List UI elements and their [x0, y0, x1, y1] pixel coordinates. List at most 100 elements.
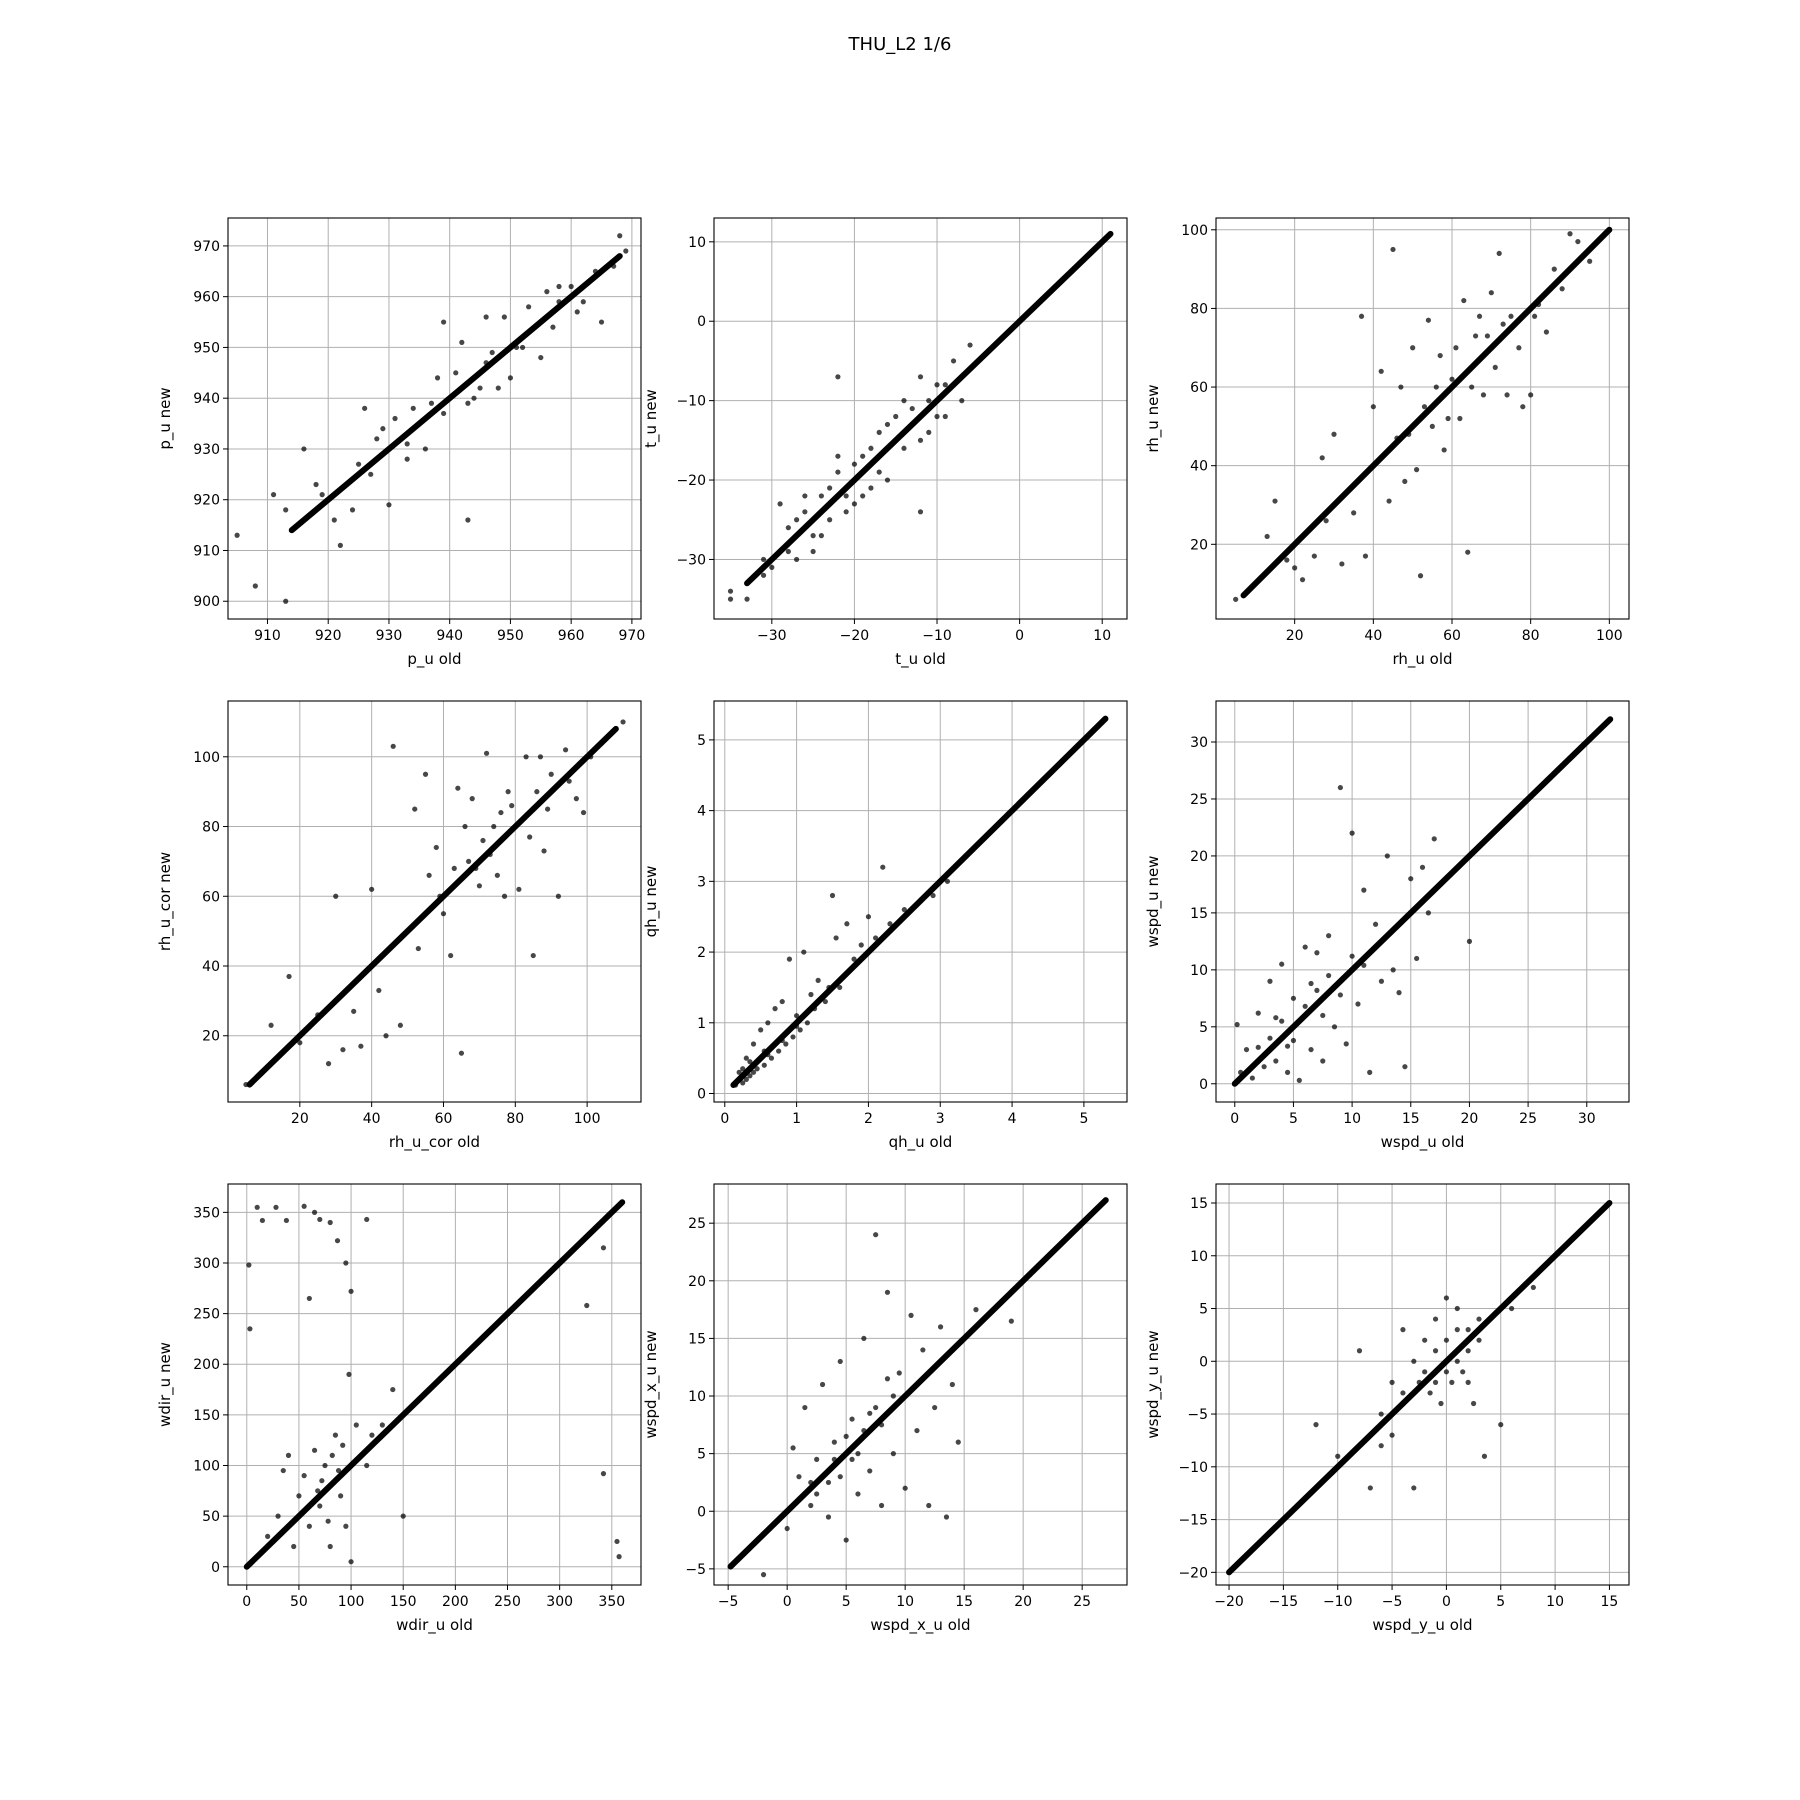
y-tick-label: 5: [1199, 1302, 1208, 1318]
scatter-point: [556, 299, 562, 305]
scatter-point: [851, 501, 858, 507]
scatter-point: [1296, 1077, 1302, 1083]
scatter-point: [1378, 978, 1385, 984]
scatter-point: [538, 319, 544, 325]
scatter-point: [796, 1474, 802, 1480]
scatter-point: [317, 1503, 323, 1509]
scatter-point: [325, 1518, 331, 1524]
scatter-point: [283, 1217, 290, 1224]
scatter-point: [1335, 1453, 1341, 1459]
scatter-point: [376, 987, 382, 994]
scatter-point: [1234, 1021, 1240, 1028]
y-tick-label: 10: [688, 235, 706, 251]
y-tick-label: 100: [1181, 223, 1208, 239]
x-tick-label: 25: [1073, 1594, 1091, 1610]
scatter-point: [930, 892, 936, 899]
scatter-point: [1443, 1369, 1450, 1375]
scatter-point: [301, 1203, 307, 1209]
scatter-point: [772, 1006, 778, 1012]
scatter-point: [592, 268, 599, 274]
scatter-point: [777, 501, 783, 507]
scatter-point: [851, 461, 858, 467]
x-tick-label: 0: [1230, 1111, 1239, 1127]
scatter-point: [808, 991, 814, 998]
x-tick-label: −5: [1382, 1594, 1403, 1610]
scatter-point: [1512, 321, 1518, 327]
scatter-point: [1292, 565, 1298, 571]
y-tick-label: 150: [193, 1408, 220, 1424]
scatter-point: [1453, 345, 1459, 351]
scatter-point: [1488, 290, 1494, 296]
scatter-point: [1575, 238, 1581, 245]
x-tick-label: −10: [922, 628, 952, 644]
scatter-point: [750, 1041, 757, 1047]
y-axis-label: wspd_u new: [1144, 856, 1163, 948]
scatter-point: [1473, 333, 1479, 339]
scatter-point: [620, 719, 626, 725]
scatter-point: [1396, 990, 1402, 996]
scatter-point: [760, 556, 767, 563]
scatter-point: [884, 477, 891, 483]
scatter-point: [855, 1451, 861, 1457]
scatter-point: [1422, 1369, 1428, 1375]
x-axis-label: wspd_x_u old: [870, 1616, 970, 1635]
scatter-point: [747, 1073, 753, 1079]
scatter-point: [280, 1467, 286, 1474]
y-tick-label: 970: [193, 239, 220, 255]
scatter-point: [1390, 246, 1396, 253]
plot-frame: [713, 700, 1128, 1103]
scatter-point: [390, 743, 396, 749]
scatter-point: [580, 299, 586, 305]
scatter-point: [1358, 313, 1365, 319]
scatter-point: [404, 441, 410, 447]
y-tick-label: 0: [697, 314, 706, 330]
scatter-point: [865, 914, 872, 920]
scatter-point: [1530, 1284, 1536, 1291]
scatter-point: [441, 410, 447, 417]
scatter-point: [1469, 384, 1475, 390]
scatter-point: [1421, 404, 1428, 410]
scatter-point: [440, 911, 447, 917]
scatter-point: [1290, 995, 1297, 1001]
scatter-point: [861, 1335, 867, 1342]
subplot-grid: 910 920 930 940 950 960 970 900 910 920 930 940 950 9…: [156, 217, 1630, 1635]
scatter-point: [831, 1456, 837, 1462]
x-tick-label: 0: [1015, 628, 1024, 644]
plot-frame: [227, 217, 642, 620]
scatter-point: [760, 572, 767, 578]
x-tick-label: 350: [598, 1594, 625, 1610]
identity-point-band: [744, 230, 1114, 587]
x-tick-label: 10: [896, 1594, 914, 1610]
x-tick-label: −20: [1214, 1594, 1244, 1610]
y-tick-label: 10: [688, 1389, 706, 1405]
y-tick-label: 2: [697, 945, 706, 961]
scatter-point: [1390, 967, 1396, 973]
y-tick-label: 50: [202, 1509, 220, 1525]
y-tick-label: 15: [1190, 906, 1208, 922]
scatter-point: [379, 1422, 385, 1428]
scatter-point: [348, 1559, 354, 1565]
scatter-point: [1326, 933, 1332, 939]
x-tick-label: −30: [757, 628, 787, 644]
scatter-point: [1500, 321, 1506, 327]
scatter-point: [307, 512, 313, 518]
scatter-point: [364, 1462, 370, 1469]
scatter-point: [920, 1347, 926, 1353]
scatter-point: [808, 1479, 814, 1486]
scatter-point: [455, 785, 461, 791]
scatter-point: [311, 1447, 318, 1453]
scatter-point: [1432, 1379, 1439, 1385]
plot-area: [228, 218, 641, 619]
scatter-point: [926, 429, 932, 435]
scatter-point: [822, 998, 828, 1005]
scatter-point: [415, 945, 421, 952]
scatter-point: [319, 492, 325, 498]
scatter-point: [790, 1445, 796, 1451]
subplot-9: −20 −15 −10 −5 0 5 10 15 −20 −15 −10 −5 0 5 10 15 wspd_y…: [1144, 1183, 1630, 1635]
identity-point-band: [1240, 226, 1613, 599]
x-tick-label: 10: [1093, 628, 1111, 644]
scatter-point: [351, 1008, 357, 1014]
scatter-point: [1496, 250, 1502, 256]
y-tick-label: 0: [211, 1560, 220, 1576]
scatter-point: [471, 395, 477, 401]
